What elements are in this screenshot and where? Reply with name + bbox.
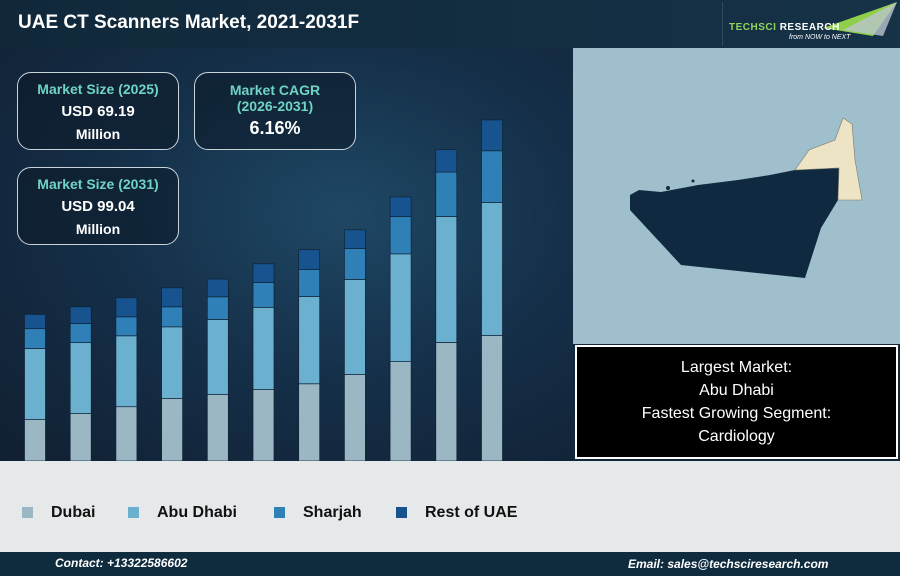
- contact-email: Email: sales@techsciresearch.com: [628, 557, 829, 571]
- techsci-logo: TECHSCI RESEARCH from NOW to NEXT: [722, 2, 898, 46]
- bar-dubai-2026E: [252, 389, 275, 462]
- bar-rest-of-uae-2021: [24, 314, 46, 330]
- bar-rest-of-uae-2027F: [298, 249, 321, 270]
- bar-dubai-2027F: [298, 383, 321, 462]
- bar-rest-of-uae-2028F: [344, 229, 366, 249]
- market-highlights-box: Largest Market: Abu Dhabi Fastest Growin…: [575, 345, 898, 459]
- bar-abu-dhabi-2027F: [298, 296, 321, 385]
- bar-dubai-2021: [24, 419, 46, 462]
- legend-label: Rest of UAE: [425, 504, 518, 521]
- uae-map-shape: [630, 117, 863, 278]
- legend-swatch: [396, 507, 407, 518]
- bar-sharjah-2030F: [435, 171, 458, 217]
- legend-swatch: [22, 507, 33, 518]
- largest-market-value: Abu Dhabi: [699, 382, 774, 399]
- bar-dubai-2031F: [481, 335, 503, 462]
- bar-sharjah-2028F: [344, 248, 366, 280]
- legend-label: Dubai: [51, 504, 96, 521]
- legend-label: Sharjah: [303, 504, 362, 521]
- logo-swoosh-icon: [823, 2, 897, 36]
- bar-rest-of-uae-2023: [115, 297, 138, 318]
- bar-abu-dhabi-2028F: [344, 279, 366, 375]
- bar-sharjah-2031F: [481, 150, 503, 203]
- legend-swatch: [274, 507, 285, 518]
- bar-sharjah-2029F: [389, 216, 412, 255]
- bar-abu-dhabi-2025: [206, 319, 229, 395]
- chart-legend: Dubai Abu Dhabi Sharjah Rest of UAE: [0, 461, 900, 552]
- bar-sharjah-2025: [206, 296, 229, 320]
- bar-abu-dhabi-2030F: [435, 216, 458, 343]
- kpi-value: USD 99.04: [61, 198, 135, 215]
- bar-sharjah-2022: [69, 323, 92, 344]
- kpi-heading: Market Size (2031): [37, 176, 159, 192]
- kpi-unit: Million: [75, 126, 121, 142]
- kpi-value: 6.16%: [249, 118, 301, 138]
- bar-dubai-2030F: [435, 342, 458, 462]
- contact-phone: Contact: +13322586602: [55, 556, 188, 570]
- kpi-value: USD 69.19: [61, 103, 135, 120]
- bar-abu-dhabi-2029F: [389, 253, 412, 362]
- bar-dubai-2029F: [389, 361, 412, 462]
- stacked-bar-chart: 202120222023202420252026E2027F2028F2029F…: [0, 119, 573, 478]
- bar-dubai-2022: [69, 413, 92, 462]
- bar-sharjah-2023: [115, 316, 138, 337]
- kpi-market-cagr: Market CAGR (2026-2031) 6.16%: [194, 72, 356, 150]
- legend-item-dubai: Dubai: [22, 504, 95, 522]
- bar-rest-of-uae-2026E: [252, 263, 275, 283]
- legend-swatch: [128, 507, 139, 518]
- bar-dubai-2023: [115, 406, 138, 462]
- bar-sharjah-2021: [24, 328, 46, 349]
- kpi-unit: Million: [75, 221, 121, 237]
- bar-abu-dhabi-2031F: [481, 202, 503, 336]
- logo-text-1: TECHSCI: [729, 22, 777, 33]
- uae-map: [573, 48, 900, 344]
- fastest-segment-label: Fastest Growing Segment:: [641, 405, 832, 422]
- kpi-market-size-2025: Market Size (2025) USD 69.19 Million: [17, 72, 179, 150]
- header: UAE CT Scanners Market, 2021-2031F TECHS…: [0, 0, 900, 48]
- page-title: UAE CT Scanners Market, 2021-2031F: [18, 12, 360, 33]
- legend-label: Abu Dhabi: [157, 504, 237, 521]
- legend-item-rest-of-uae: Rest of UAE: [396, 504, 517, 522]
- kpi-heading: Market Size (2025): [37, 81, 159, 97]
- bar-rest-of-uae-2029F: [389, 196, 412, 218]
- logo-text-2: RESEARCH: [779, 22, 840, 33]
- kpi-heading-period: (2026-2031): [236, 98, 314, 114]
- bar-abu-dhabi-2024: [161, 326, 183, 399]
- logo-tagline: from NOW to NEXT: [789, 34, 851, 41]
- legend-item-sharjah: Sharjah: [274, 504, 362, 522]
- bar-abu-dhabi-2021: [24, 348, 46, 420]
- legend-item-abu-dhabi: Abu Dhabi: [128, 504, 237, 522]
- bar-rest-of-uae-2025: [206, 278, 229, 298]
- bar-rest-of-uae-2022: [69, 306, 92, 324]
- bar-dubai-2028F: [344, 374, 366, 462]
- largest-market-label: Largest Market:: [680, 359, 793, 376]
- bar-dubai-2025: [206, 394, 229, 462]
- bar-sharjah-2027F: [298, 269, 321, 297]
- footer: Contact: +13322586602 Email: sales@techs…: [0, 552, 900, 576]
- bar-rest-of-uae-2030F: [435, 149, 458, 173]
- bar-sharjah-2024: [161, 306, 183, 328]
- bar-dubai-2024: [161, 398, 183, 462]
- kpi-market-size-2031: Market Size (2031) USD 99.04 Million: [17, 167, 179, 245]
- bar-sharjah-2026E: [252, 282, 275, 308]
- bar-abu-dhabi-2023: [115, 335, 138, 408]
- bar-abu-dhabi-2026E: [252, 306, 275, 390]
- bar-abu-dhabi-2022: [69, 342, 92, 414]
- fastest-segment-value: Cardiology: [698, 428, 775, 445]
- bar-rest-of-uae-2031F: [481, 119, 503, 152]
- kpi-heading: Market CAGR: [229, 82, 321, 98]
- bar-rest-of-uae-2024: [161, 287, 183, 308]
